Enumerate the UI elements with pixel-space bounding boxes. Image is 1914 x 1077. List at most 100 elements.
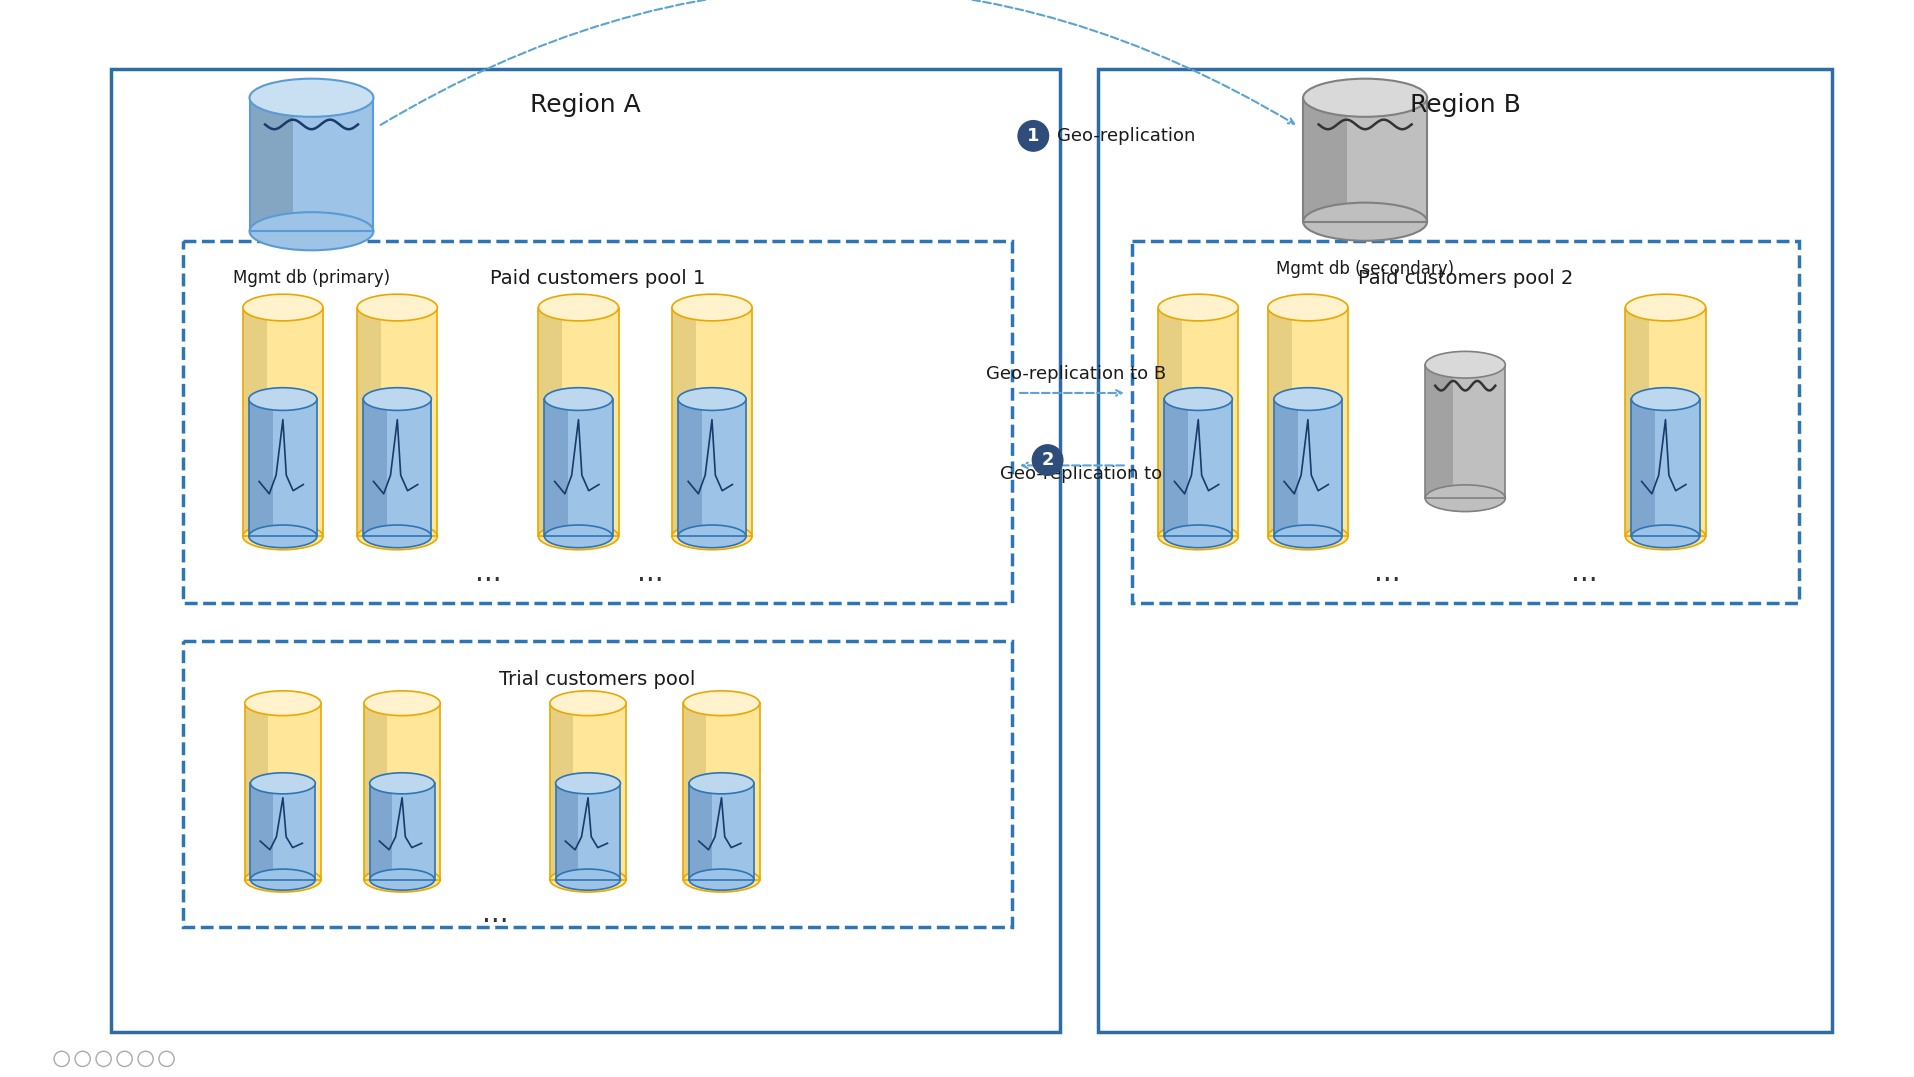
Polygon shape	[369, 783, 434, 880]
Polygon shape	[1302, 98, 1426, 222]
Ellipse shape	[555, 869, 620, 891]
Bar	[364, 400, 431, 536]
Polygon shape	[672, 308, 695, 536]
Polygon shape	[1631, 400, 1654, 536]
Bar	[1267, 308, 1347, 536]
Polygon shape	[683, 703, 706, 880]
Bar	[249, 98, 373, 232]
Ellipse shape	[555, 773, 620, 794]
Polygon shape	[249, 98, 373, 232]
Ellipse shape	[243, 523, 323, 549]
Text: Region A: Region A	[530, 93, 641, 117]
Bar	[111, 69, 1060, 1032]
Ellipse shape	[1164, 524, 1231, 548]
Text: ...: ...	[1569, 559, 1596, 587]
Polygon shape	[364, 703, 440, 880]
Polygon shape	[1424, 365, 1453, 499]
Polygon shape	[1424, 365, 1504, 499]
Polygon shape	[358, 308, 381, 536]
Ellipse shape	[364, 867, 440, 892]
Bar	[672, 308, 752, 536]
Bar	[364, 703, 440, 880]
Polygon shape	[549, 703, 626, 880]
Ellipse shape	[251, 869, 316, 891]
Ellipse shape	[538, 294, 618, 321]
Bar	[1131, 241, 1797, 603]
Text: Paid customers pool 2: Paid customers pool 2	[1357, 269, 1571, 289]
Text: Mgmt db (primary): Mgmt db (primary)	[234, 269, 390, 288]
Polygon shape	[1164, 400, 1231, 536]
Bar	[243, 308, 323, 536]
Ellipse shape	[549, 690, 626, 715]
Polygon shape	[364, 400, 431, 536]
Ellipse shape	[358, 294, 436, 321]
Polygon shape	[672, 308, 752, 536]
Bar	[1631, 400, 1698, 536]
Text: ...: ...	[482, 899, 509, 927]
Polygon shape	[251, 783, 316, 880]
Polygon shape	[1273, 400, 1298, 536]
Ellipse shape	[1273, 388, 1342, 410]
Ellipse shape	[364, 690, 440, 715]
Text: ...: ...	[475, 559, 501, 587]
Polygon shape	[245, 703, 268, 880]
Ellipse shape	[672, 523, 752, 549]
Bar	[555, 783, 620, 880]
Bar	[689, 783, 754, 880]
Polygon shape	[538, 308, 618, 536]
Text: 2: 2	[1041, 451, 1053, 470]
Polygon shape	[1625, 308, 1705, 536]
Bar	[683, 703, 760, 880]
Ellipse shape	[243, 294, 323, 321]
Polygon shape	[678, 400, 701, 536]
Polygon shape	[249, 400, 318, 536]
Ellipse shape	[245, 690, 322, 715]
Polygon shape	[689, 783, 712, 880]
Polygon shape	[1302, 98, 1346, 222]
Polygon shape	[243, 308, 323, 536]
Bar	[1302, 98, 1426, 222]
Bar	[182, 641, 1013, 927]
Ellipse shape	[683, 690, 760, 715]
Polygon shape	[358, 308, 436, 536]
Ellipse shape	[1424, 351, 1504, 378]
Polygon shape	[1164, 400, 1187, 536]
Ellipse shape	[358, 523, 436, 549]
Polygon shape	[689, 783, 754, 880]
Ellipse shape	[1164, 388, 1231, 410]
Polygon shape	[1273, 400, 1342, 536]
Ellipse shape	[683, 867, 760, 892]
Ellipse shape	[1631, 524, 1698, 548]
Bar	[1273, 400, 1342, 536]
Ellipse shape	[538, 523, 618, 549]
Polygon shape	[555, 783, 578, 880]
Text: Mgmt db (secondary): Mgmt db (secondary)	[1275, 260, 1453, 278]
Ellipse shape	[678, 524, 746, 548]
Ellipse shape	[689, 773, 754, 794]
Polygon shape	[249, 400, 272, 536]
Ellipse shape	[1625, 294, 1705, 321]
Text: ...: ...	[635, 559, 662, 587]
Polygon shape	[538, 308, 563, 536]
Ellipse shape	[549, 867, 626, 892]
Ellipse shape	[672, 294, 752, 321]
Bar	[549, 703, 626, 880]
Ellipse shape	[364, 524, 431, 548]
Bar	[249, 400, 318, 536]
Ellipse shape	[1424, 485, 1504, 512]
Bar	[1164, 400, 1231, 536]
Polygon shape	[1158, 308, 1238, 536]
Ellipse shape	[249, 212, 373, 250]
Ellipse shape	[689, 869, 754, 891]
Bar	[678, 400, 746, 536]
Polygon shape	[1267, 308, 1292, 536]
Ellipse shape	[369, 869, 434, 891]
Ellipse shape	[364, 388, 431, 410]
Ellipse shape	[1158, 523, 1238, 549]
Ellipse shape	[245, 867, 322, 892]
Text: Geo-replication: Geo-replication	[1057, 127, 1194, 145]
Ellipse shape	[249, 79, 373, 116]
Polygon shape	[243, 308, 266, 536]
Ellipse shape	[1631, 388, 1698, 410]
Circle shape	[1018, 121, 1049, 151]
